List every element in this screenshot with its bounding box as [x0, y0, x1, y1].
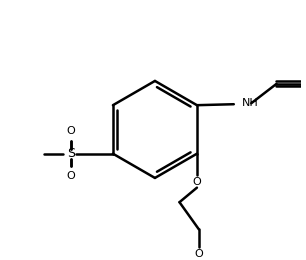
Text: O: O: [195, 249, 203, 259]
Text: O: O: [67, 126, 76, 136]
Text: O: O: [192, 177, 201, 187]
Text: S: S: [67, 147, 75, 160]
Text: O: O: [67, 171, 76, 181]
Text: NH: NH: [241, 98, 258, 108]
